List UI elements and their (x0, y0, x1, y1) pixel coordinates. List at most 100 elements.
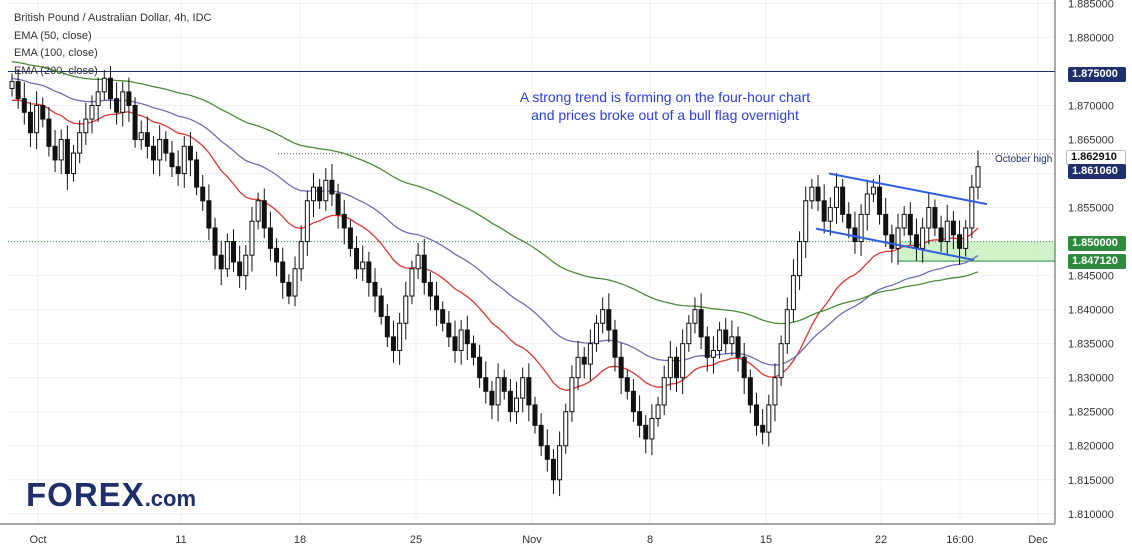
logo-suffix: .com (144, 486, 197, 511)
candle-body (710, 349, 716, 358)
candle-body (52, 145, 58, 161)
candle-body (384, 315, 390, 338)
candle-body (569, 377, 575, 413)
candle-body (464, 329, 470, 345)
candle-body (778, 343, 784, 379)
candle-body (975, 166, 981, 188)
candle-body (520, 377, 526, 399)
candle-body (969, 186, 975, 229)
candle-body (858, 213, 864, 243)
candle-body (840, 186, 846, 215)
candle-body (920, 227, 926, 249)
y-tick-label: 1.815000 (1068, 475, 1114, 487)
candle-body (766, 404, 772, 433)
candle-body (34, 104, 40, 134)
x-tick-label: Oct (29, 534, 46, 546)
candle-body (507, 390, 513, 413)
candle-body (138, 132, 144, 141)
candle-body (901, 213, 907, 229)
y-tick-label: 1.835000 (1068, 339, 1114, 351)
candle-body (243, 254, 249, 277)
candle-body (286, 281, 292, 297)
candle-body (809, 186, 815, 202)
x-tick-label: 22 (875, 534, 887, 546)
flag-lower-line (815, 227, 975, 261)
candle-body (963, 227, 969, 249)
candle-body (514, 397, 520, 413)
candle-body (686, 322, 692, 345)
candle-body (415, 254, 421, 270)
candle-body (101, 77, 107, 93)
candle-body (440, 309, 446, 324)
candlestick-series (9, 66, 981, 497)
candle-body (427, 281, 433, 297)
candle-body (618, 356, 624, 379)
x-tick-label: 8 (647, 534, 653, 546)
candle-body (267, 227, 273, 249)
annotation-line-1: A strong trend is forming on the four-ho… (519, 89, 811, 105)
candle-body (224, 241, 230, 270)
forex-logo: FOREX.com (26, 476, 196, 514)
candle-body (790, 275, 796, 311)
candle-body (21, 98, 27, 113)
candle-body (575, 356, 581, 379)
candle-body (550, 458, 556, 481)
candle-body (600, 309, 606, 324)
chart-legend: British Pound / Australian Dollar, 4h, I… (14, 10, 211, 80)
level-1875-tag: 1.875000 (1068, 67, 1126, 82)
flag-upper-line (828, 172, 988, 206)
y-tick-label: 1.855000 (1068, 203, 1114, 215)
candle-body (132, 104, 138, 141)
candle-body (944, 220, 950, 243)
candle-body (323, 179, 329, 202)
candle-body (950, 220, 956, 236)
candle-body (46, 118, 52, 147)
candle-body (126, 91, 132, 106)
candle-body (587, 343, 593, 365)
candle-body (255, 200, 261, 222)
candle-body (877, 186, 883, 215)
y-tick-label: 1.880000 (1068, 32, 1114, 44)
level-1847-tag: 1.847120 (1068, 254, 1126, 269)
candle-body (643, 424, 649, 440)
candle-body (655, 404, 661, 420)
x-tick-label: 16:00 (946, 534, 974, 546)
candle-body (341, 213, 347, 229)
candle-body (89, 104, 95, 120)
candle-body (846, 213, 852, 229)
candle-body (64, 139, 70, 175)
candle-body (870, 186, 876, 195)
candle-body (151, 145, 157, 161)
y-tick-label: 1.865000 (1068, 135, 1114, 147)
candle-body (15, 81, 21, 100)
candle-body (83, 118, 89, 134)
candle-body (470, 343, 476, 358)
candle-body (317, 186, 323, 202)
y-tick-label: 1.830000 (1068, 373, 1114, 385)
ema-100-line (11, 77, 979, 366)
candle-body (446, 322, 452, 338)
candle-body (390, 336, 396, 351)
candle-body (372, 281, 378, 297)
y-tick-label: 1.845000 (1068, 271, 1114, 283)
candle-body (692, 309, 698, 324)
candle-body (9, 81, 15, 89)
level-1850-tag: 1.850000 (1068, 236, 1126, 251)
candle-body (606, 309, 612, 331)
legend-ema-200: EMA (200, close) (14, 64, 98, 77)
candle-body (883, 213, 889, 236)
candle-body (421, 254, 427, 283)
candle-body (261, 200, 267, 229)
candle-body (409, 268, 415, 297)
candle-body (335, 193, 341, 215)
candle-body (815, 186, 821, 202)
candle-body (120, 91, 126, 113)
support-zone (898, 241, 1055, 262)
candle-body (735, 336, 741, 358)
candle-body (458, 329, 464, 351)
candle-body (612, 329, 618, 358)
candle-body (200, 186, 206, 202)
candle-body (833, 186, 839, 209)
candle-body (163, 139, 169, 154)
